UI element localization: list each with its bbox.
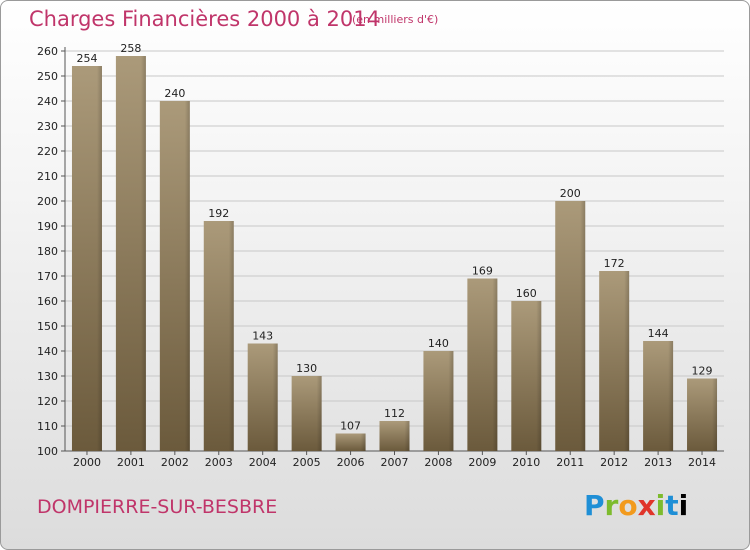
x-tick-label: 2007	[381, 456, 409, 469]
commune-name: DOMPIERRE-SUR-BESBRE	[37, 496, 278, 518]
logo-letter: x	[637, 489, 656, 522]
data-label: 192	[208, 207, 229, 220]
data-label: 129	[692, 365, 713, 378]
bar-shade	[404, 421, 410, 451]
data-label: 172	[604, 257, 625, 270]
bar	[335, 433, 366, 451]
x-tick-label: 2004	[249, 456, 277, 469]
x-tick-label: 2003	[205, 456, 233, 469]
bar-shade	[272, 343, 278, 451]
logo-letter: i	[678, 489, 689, 522]
bar-shade	[140, 56, 146, 451]
chart-title: Charges Financières 2000 à 2014	[29, 7, 380, 31]
data-label: 143	[252, 330, 273, 343]
data-label: 240	[164, 87, 185, 100]
bar-shade	[360, 433, 366, 451]
data-label: 130	[296, 362, 317, 375]
data-label: 112	[384, 407, 405, 420]
x-tick-label: 2006	[337, 456, 365, 469]
bar-shade	[184, 101, 190, 451]
y-tick-label: 250	[37, 70, 58, 83]
y-tick-label: 160	[37, 295, 58, 308]
y-tick-label: 210	[37, 170, 58, 183]
y-tick-label: 140	[37, 345, 58, 358]
bar-shade	[624, 271, 630, 451]
data-label: 200	[560, 187, 581, 200]
y-tick-label: 110	[37, 420, 58, 433]
data-label: 169	[472, 265, 493, 278]
logo-letter: P	[584, 489, 605, 522]
bar-shade	[316, 376, 322, 451]
y-tick-label: 170	[37, 270, 58, 283]
y-tick-label: 240	[37, 95, 58, 108]
bar-shade	[536, 301, 542, 451]
x-tick-label: 2014	[688, 456, 716, 469]
data-label: 160	[516, 287, 537, 300]
x-tick-label: 2002	[161, 456, 189, 469]
y-tick-label: 100	[37, 445, 58, 458]
y-tick-label: 260	[37, 45, 58, 58]
data-label: 258	[120, 42, 141, 55]
bar-shade	[492, 278, 498, 451]
y-tick-label: 230	[37, 120, 58, 133]
bar-shade	[668, 341, 674, 451]
x-tick-label: 2008	[424, 456, 452, 469]
x-tick-label: 2000	[73, 456, 101, 469]
y-tick-label: 150	[37, 320, 58, 333]
bar-shade	[228, 221, 234, 451]
y-tick-label: 130	[37, 370, 58, 383]
bars	[71, 56, 718, 451]
y-tick-label: 200	[37, 195, 58, 208]
bar-shade	[448, 351, 454, 451]
x-tick-label: 2009	[468, 456, 496, 469]
bar-shade	[712, 378, 718, 451]
x-tick-label: 2005	[293, 456, 321, 469]
proxiti-logo: Proxiti	[584, 489, 688, 522]
data-label: 144	[648, 327, 669, 340]
x-tick-label: 2010	[512, 456, 540, 469]
data-labels: 254 258 240 192 143 130 107 112 140 169 160 200 172 1…	[76, 42, 712, 433]
y-tick-labels: 100 110 120 130 140 150 160 170 180 190 200 210 220 2…	[37, 45, 58, 458]
logo-letter: o	[618, 489, 638, 522]
x-tick-label: 2011	[556, 456, 584, 469]
logo-letter: i	[655, 489, 666, 522]
y-tick-label: 190	[37, 220, 58, 233]
y-tick-label: 180	[37, 245, 58, 258]
bar-shade	[580, 201, 586, 451]
data-label: 254	[76, 52, 97, 65]
data-label: 140	[428, 337, 449, 350]
logo-letter: r	[604, 489, 619, 522]
x-tick-label: 2013	[644, 456, 672, 469]
x-tick-labels: 2000 2001 2002 2003 2004 2005 2006 2007 2008 2009…	[73, 456, 716, 469]
y-tick-label: 120	[37, 395, 58, 408]
chart-subtitle: (en milliers d'€)	[352, 13, 439, 26]
logo-letter: t	[665, 489, 679, 522]
data-label: 107	[340, 420, 361, 433]
y-tick-label: 220	[37, 145, 58, 158]
x-tick-label: 2001	[117, 456, 145, 469]
x-tick-label: 2012	[600, 456, 628, 469]
bar-shade	[96, 66, 102, 451]
